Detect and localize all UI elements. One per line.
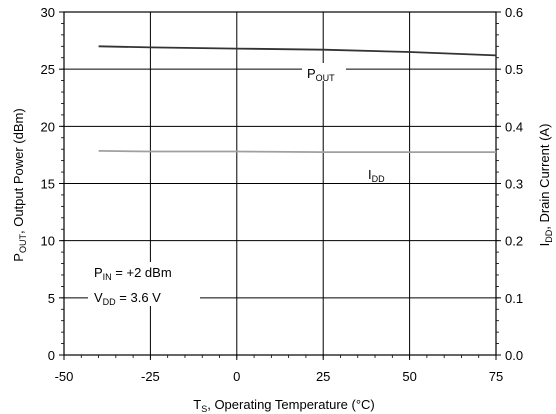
series-lines: [98, 45, 497, 154]
y-right-tick-label: 0.5: [505, 62, 523, 77]
conditions-box: [88, 262, 200, 306]
y-left-tick-label: 20: [41, 119, 55, 134]
condition-vdd: VDD = 3.6 V: [94, 290, 161, 307]
tick-marks: [59, 11, 501, 360]
y-left-tick-label: 25: [41, 62, 55, 77]
y-left-tick-label: 5: [48, 291, 55, 306]
y-right-tick-label: 0.0: [505, 348, 523, 363]
pout-label: POUT: [307, 66, 335, 83]
x-tick-label: 25: [316, 369, 330, 384]
x-tick-label: -25: [141, 369, 160, 384]
y-right-tick-label: 0.6: [505, 5, 523, 20]
y-right-tick-label: 0.2: [505, 234, 523, 249]
y-left-tick-label: 30: [41, 5, 55, 20]
x-tick-label: 0: [233, 369, 240, 384]
series-line-pout: [98, 45, 497, 57]
x-tick-label: 50: [402, 369, 416, 384]
y-left-tick-label: 15: [41, 177, 55, 192]
y-right-tick-label: 0.3: [505, 177, 523, 192]
tick-labels: -50 -25 0 25 50 75 0 5 10 15 20 25 30 0.0 0.1 0.2 0.3 0.4…: [41, 5, 524, 384]
condition-pin: PIN = +2 dBm: [94, 265, 172, 282]
pout-label-bg: [302, 63, 346, 81]
x-tick-label: -50: [55, 369, 74, 384]
x-tick-label: 75: [489, 369, 503, 384]
idd-label: IDD: [368, 167, 385, 184]
y-axis-right-label: IDD, Drain Current (A): [537, 124, 554, 247]
y-right-tick-label: 0.1: [505, 291, 523, 306]
y-left-tick-label: 0: [48, 348, 55, 363]
y-left-tick-label: 10: [41, 234, 55, 249]
series-line-idd: [98, 150, 496, 154]
idd-label-bg: [364, 164, 396, 182]
y-axis-left-label: POUT, Output Power (dBm): [11, 108, 28, 261]
x-axis-label: TS, Operating Temperature (°C): [193, 397, 375, 414]
y-right-tick-label: 0.4: [505, 119, 523, 134]
